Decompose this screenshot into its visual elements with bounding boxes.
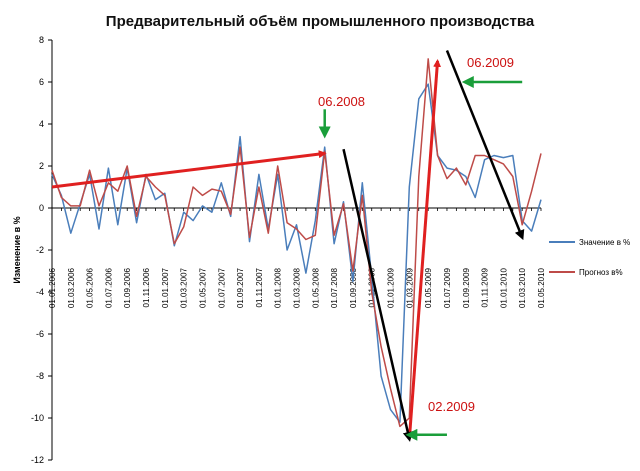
- x-tick-label: 01.03.2006: [67, 267, 76, 308]
- x-tick-label: 01.01.2007: [161, 267, 170, 308]
- x-tick-label: 01.07.2009: [443, 267, 452, 308]
- arrow-2: [407, 59, 442, 440]
- x-tick-label: 01.07.2007: [217, 267, 226, 308]
- x-tick-label: 01.01.2010: [499, 267, 508, 308]
- x-tick-label: 01.11.2006: [142, 267, 151, 307]
- annotation-labels: 06.2008 06.2009 02.2009: [318, 55, 514, 414]
- arrow-1: [51, 150, 327, 189]
- x-tick-label: 01.11.2009: [481, 267, 490, 307]
- annotation-label-3: 02.2009: [428, 399, 475, 414]
- x-tick-label: 01.09.2008: [349, 267, 358, 308]
- y-tick-label: -12: [31, 455, 44, 465]
- x-tick-label: 01.05.2010: [537, 267, 546, 308]
- x-tick-labels: 01.01.2006 01.03.2006 01.05.2006 01.07.2006…: [48, 267, 546, 308]
- y-tick-label: -6: [36, 329, 44, 339]
- x-tick-label: 01.05.2007: [198, 267, 207, 308]
- y-tick-label: -10: [31, 413, 44, 423]
- series-lines: [51, 58, 542, 428]
- x-tick-label: 01.11.2007: [255, 267, 264, 307]
- y-tick-label: 6: [39, 77, 44, 87]
- x-tick-label: 01.03.2007: [180, 267, 189, 308]
- x-tick-label: 01.05.2006: [86, 267, 95, 308]
- x-tick-label: 01.03.2010: [518, 267, 527, 308]
- series-line-1: [51, 83, 542, 423]
- series-line-2: [51, 58, 542, 428]
- x-tick-label: 01.09.2009: [462, 267, 471, 308]
- y-tick-label: 4: [39, 119, 44, 129]
- legend-entry: Значение в %: [579, 238, 630, 247]
- annotation-arrows: [51, 50, 525, 442]
- y-tick-label: -2: [36, 245, 44, 255]
- x-tick-label: 01.07.2008: [330, 267, 339, 308]
- legend-entry: Прогноз в%: [579, 268, 623, 277]
- x-tick-label: 01.01.2009: [387, 267, 396, 308]
- y-tick-labels: 8 6 4 2 0 -2 -4 -6 -8 -10 -12: [31, 35, 44, 465]
- y-tick-label: 0: [39, 203, 44, 213]
- y-axis-label: Изменение в %: [12, 216, 22, 283]
- x-tick-label: 01.05.2009: [424, 267, 433, 308]
- x-tick-label: 01.09.2006: [123, 267, 132, 308]
- x-tick-label: 01.03.2009: [405, 267, 414, 308]
- annotation-label-2: 06.2009: [467, 55, 514, 70]
- x-tick-label: 01.01.2008: [274, 267, 283, 308]
- y-tick-label: -4: [36, 287, 44, 297]
- arrow-3: [342, 148, 413, 442]
- annotation-label-1: 06.2008: [318, 94, 365, 109]
- y-tick-label: 2: [39, 161, 44, 171]
- chart-title: Предварительный объём промышленного прои…: [106, 13, 535, 30]
- arrow-4: [445, 50, 525, 241]
- x-tick-label: 01.07.2006: [104, 267, 113, 308]
- x-tick-label: 01.09.2007: [236, 267, 245, 308]
- y-tick-label: -8: [36, 371, 44, 381]
- x-tick-label: 01.03.2008: [293, 267, 302, 308]
- y-tick-label: 8: [39, 35, 44, 45]
- x-tick-label: 01.05.2008: [311, 267, 320, 308]
- legend: Значение в % Прогноз в%: [549, 238, 630, 277]
- x-tick-label: 01.01.2006: [48, 267, 57, 308]
